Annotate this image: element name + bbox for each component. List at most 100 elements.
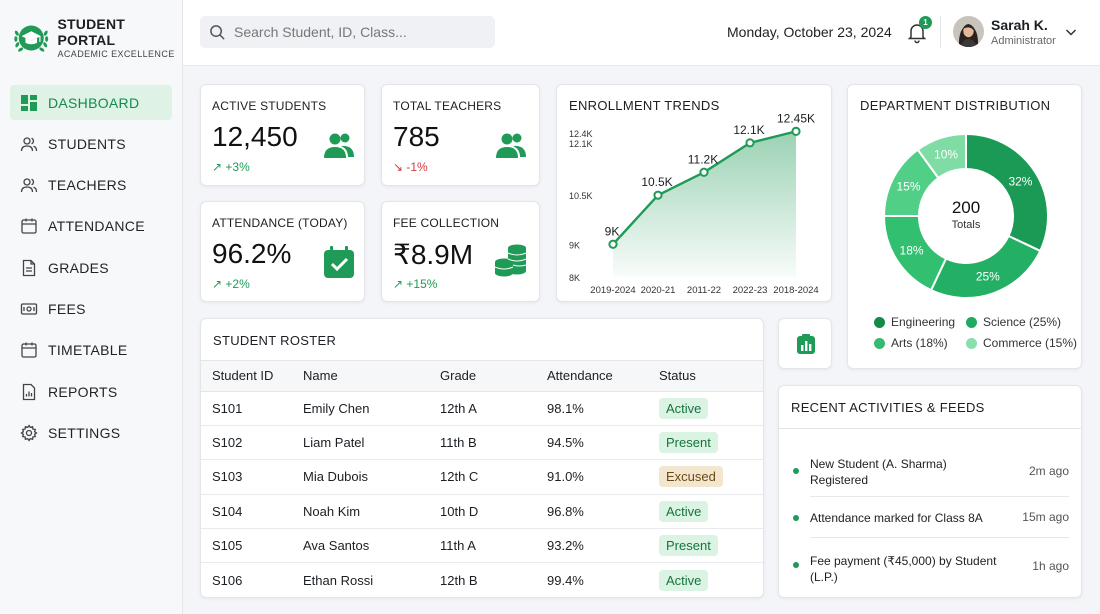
calendar-check-icon [324, 246, 354, 278]
x-tick-label: 2020-21 [641, 285, 676, 296]
enrollment-chart: 8K9K10.5K12.1K12.4K9K2019-202410.5K2020-… [569, 111, 819, 296]
data-point[interactable] [653, 190, 663, 200]
cell-status: Excused [659, 459, 763, 495]
header-divider [940, 16, 941, 48]
status-badge: Active [659, 397, 709, 419]
slice-label: 10% [934, 148, 958, 162]
data-point[interactable] [791, 126, 801, 136]
donut-slice[interactable] [929, 234, 1042, 299]
donut-slice[interactable] [965, 132, 1049, 253]
activity-time: 2m ago [1028, 464, 1069, 478]
column-header-attendance[interactable]: Attendance [547, 361, 659, 392]
sidebar-item-teachers[interactable]: TEACHERS [10, 168, 172, 203]
sidebar-item-attendance[interactable]: ATTENDANCE [10, 209, 172, 244]
users-icon [324, 133, 354, 158]
cell-name: Ethan Rossi [303, 572, 374, 588]
donut-center-value: 200 [952, 198, 980, 217]
card-title: STUDENT ROSTER [213, 333, 337, 348]
enrollment-trends-card: ENROLLMENT TRENDS 8K 9K 10.5K 12.1K 12.4K 9K 2… [556, 84, 832, 302]
table-header-row: Student ID Name Grade Attendance Status [201, 361, 763, 392]
table-row[interactable]: S105 Ava Santos 11th A 93.2% Present [201, 528, 763, 564]
column-header-student-id[interactable]: Student ID [201, 361, 303, 392]
sidebar-item-dashboard[interactable]: DASHBOARD [10, 85, 172, 120]
x-tick-label: 2018-2024 [773, 285, 818, 296]
table-row[interactable]: S101 Emily Chen 12th A 98.1% Active [201, 391, 763, 426]
sidebar-item-fees[interactable]: FEES [10, 291, 172, 326]
table-row[interactable]: S104 Noah Kim 10th D 96.8% Active [201, 494, 763, 530]
cell-grade: 12th C [440, 459, 547, 495]
cell-grade: 11th B [440, 425, 547, 461]
column-header-name[interactable]: Name [303, 361, 440, 392]
cell-attendance: 99.4% [547, 572, 584, 588]
donut-slice[interactable] [916, 132, 967, 180]
stat-card-total-teachers[interactable]: TOTAL TEACHERS 785 ↘ -1% [381, 84, 540, 186]
cell-attendance: 98.1% [547, 391, 659, 426]
report-chart-button[interactable] [778, 318, 832, 369]
activity-dot [793, 515, 799, 521]
stat-delta: ↗ +15% [393, 277, 438, 291]
table-row[interactable]: S102 Liam Patel 11th B 94.5% Present [201, 425, 763, 461]
chevron-down-icon[interactable] [1064, 25, 1078, 39]
data-point[interactable] [745, 138, 755, 148]
cell-id: S104 [201, 494, 303, 530]
legend-swatch [966, 316, 977, 328]
sidebar-item-students[interactable]: STUDENTS [10, 126, 172, 161]
sidebar-item-grades[interactable]: GRADES [10, 250, 172, 285]
x-tick-label: 2019-2024 [590, 285, 635, 296]
table-row[interactable]: S103 Mia Dubois 12th C 91.0% Excused [201, 459, 763, 495]
slice-label: 32% [1008, 174, 1032, 188]
search-icon [210, 24, 225, 40]
graduation-cap-logo-icon [14, 24, 49, 52]
recent-activities-card: RECENT ACTIVITIES & FEEDS New Student (A… [778, 385, 1082, 598]
department-distribution-card: DEPARTMENT DISTRIBUTION 32% 25% 18% 15% 10% … [847, 84, 1082, 369]
cell-attendance: 94.5% [547, 425, 659, 461]
cell-grade: 11th A [440, 528, 547, 564]
cell-status: Present [659, 425, 763, 461]
legend-item-commerce: Commerce (15%) [966, 336, 1077, 350]
data-label: 12.45K [777, 111, 815, 125]
money-icon [20, 300, 38, 318]
avatar[interactable] [953, 16, 984, 47]
legend-swatch [874, 337, 885, 349]
sidebar: STUDENT PORTAL ACADEMIC EXCELLENCE DASHB… [0, 0, 183, 614]
activity-text: Attendance marked for Class 8A [810, 511, 983, 525]
activity-text: Fee payment (₹45,000) by Student (L.P.) [810, 554, 997, 584]
data-point[interactable] [699, 167, 709, 177]
donut-center-label: Totals [952, 219, 981, 231]
activity-dot [793, 562, 799, 568]
activities-header: RECENT ACTIVITIES & FEEDS [779, 386, 1081, 429]
student-roster-card: STUDENT ROSTER Student ID Name Grade Att… [200, 318, 764, 598]
report-icon [20, 383, 38, 401]
stat-card-fee-collection[interactable]: FEE COLLECTION ₹8.9M ↗ +15% [381, 201, 540, 302]
table-row[interactable]: S106 Ethan Rossi 12th B 99.4% Active [201, 563, 763, 597]
search-input[interactable] [234, 24, 474, 40]
sidebar-item-settings[interactable]: SETTINGS [10, 415, 172, 450]
sidebar-item-label: TEACHERS [48, 177, 127, 194]
stat-value: 12,450 [212, 121, 298, 152]
calendar-icon [20, 341, 38, 359]
cell-id: S101 [201, 391, 303, 426]
data-point[interactable] [608, 239, 618, 249]
sidebar-item-reports[interactable]: REPORTS [10, 374, 172, 409]
column-header-grade[interactable]: Grade [440, 361, 547, 392]
stat-card-attendance[interactable]: ATTENDANCE (TODAY) 96.2% ↗ +2% [200, 201, 365, 302]
sidebar-item-timetable[interactable]: TIMETABLE [10, 333, 172, 368]
users-icon [20, 176, 38, 194]
cell-attendance: 93.2% [547, 528, 659, 564]
sidebar-item-label: FEES [48, 300, 86, 317]
search-box[interactable] [200, 16, 495, 48]
stat-card-active-students[interactable]: ACTIVE STUDENTS 12,450 ↗ +3% [200, 84, 365, 186]
slice-label: 18% [900, 244, 924, 258]
cell-attendance: 91.0% [547, 459, 659, 495]
stat-label: ACTIVE STUDENTS [212, 99, 327, 113]
card-title: RECENT ACTIVITIES & FEEDS [791, 400, 985, 415]
status-badge: Present [659, 432, 718, 454]
cell-name: Mia Dubois [303, 459, 440, 495]
activity-divider [810, 537, 1069, 538]
data-label: 11.2K [688, 152, 718, 166]
users-icon [20, 135, 38, 153]
status-badge: Active [659, 569, 709, 591]
sidebar-item-label: GRADES [48, 259, 109, 276]
brand[interactable]: STUDENT PORTAL ACADEMIC EXCELLENCE [12, 16, 182, 59]
column-header-status[interactable]: Status [659, 361, 763, 392]
